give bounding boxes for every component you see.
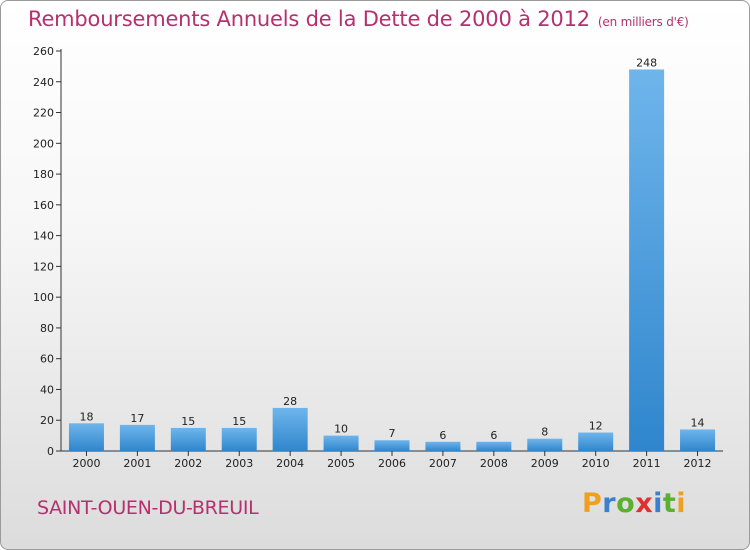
commune-name: SAINT-OUEN-DU-BREUIL (37, 497, 259, 519)
chart-title-text: Remboursements Annuels de la Dette de 20… (28, 7, 590, 31)
x-tick-label: 2002 (174, 457, 202, 470)
data-label: 17 (130, 412, 144, 425)
logo-letter: x (635, 488, 654, 519)
bar (476, 441, 512, 451)
logo-letter: i (653, 488, 663, 519)
bar (170, 427, 206, 451)
x-tick-label: 2003 (225, 457, 253, 470)
y-tick-label: 240 (33, 76, 54, 89)
y-tick-label: 220 (33, 107, 54, 120)
y-tick-label: 160 (33, 199, 54, 212)
data-label: 10 (334, 423, 348, 436)
logo-letter: o (616, 488, 636, 519)
data-label: 28 (283, 395, 297, 408)
bar (680, 429, 716, 451)
data-label: 18 (79, 410, 93, 423)
bar (272, 407, 308, 451)
proxiti-logo: Proxiti (582, 488, 686, 519)
data-label: 14 (691, 416, 705, 429)
y-tick-label: 140 (33, 230, 54, 243)
x-tick-label: 2006 (378, 457, 406, 470)
x-tick-label: 2004 (276, 457, 304, 470)
bar (68, 423, 104, 451)
y-tick-label: 100 (33, 291, 54, 304)
data-label: 6 (490, 429, 497, 442)
bar (221, 427, 257, 451)
x-tick-label: 2012 (684, 457, 712, 470)
data-label: 15 (232, 415, 246, 428)
unit-note: (en milliers d'€) (597, 15, 689, 29)
chart-title: Remboursements Annuels de la Dette de 20… (28, 7, 689, 31)
y-tick-label: 260 (33, 45, 54, 58)
x-tick-label: 2007 (429, 457, 457, 470)
data-label: 15 (181, 415, 195, 428)
bar (374, 440, 410, 451)
x-tick-label: 2001 (123, 457, 151, 470)
bar (527, 438, 563, 451)
logo-letter: r (602, 488, 617, 519)
x-tick-label: 2000 (72, 457, 100, 470)
data-label: 248 (636, 56, 657, 69)
data-label: 8 (541, 426, 548, 439)
logo-letter: t (662, 488, 677, 519)
x-tick-label: 2010 (582, 457, 610, 470)
bar (425, 441, 461, 451)
bar (119, 424, 155, 451)
data-label: 12 (589, 420, 603, 433)
bar (629, 69, 665, 451)
x-tick-label: 2005 (327, 457, 355, 470)
data-label: 6 (439, 429, 446, 442)
y-tick-label: 0 (47, 445, 54, 458)
y-tick-label: 60 (40, 353, 54, 366)
bar (578, 432, 614, 451)
y-tick-label: 200 (33, 137, 54, 150)
x-tick-label: 2011 (633, 457, 661, 470)
y-tick-label: 40 (40, 383, 54, 396)
logo-letter: P (582, 488, 603, 519)
bar (323, 435, 359, 451)
data-label: 7 (389, 427, 396, 440)
y-tick-label: 120 (33, 260, 54, 273)
y-tick-label: 180 (33, 168, 54, 181)
x-tick-label: 2008 (480, 457, 508, 470)
logo-letter: i (676, 488, 687, 519)
y-tick-label: 80 (40, 322, 54, 335)
y-tick-label: 20 (40, 414, 54, 427)
x-tick-label: 2009 (531, 457, 559, 470)
